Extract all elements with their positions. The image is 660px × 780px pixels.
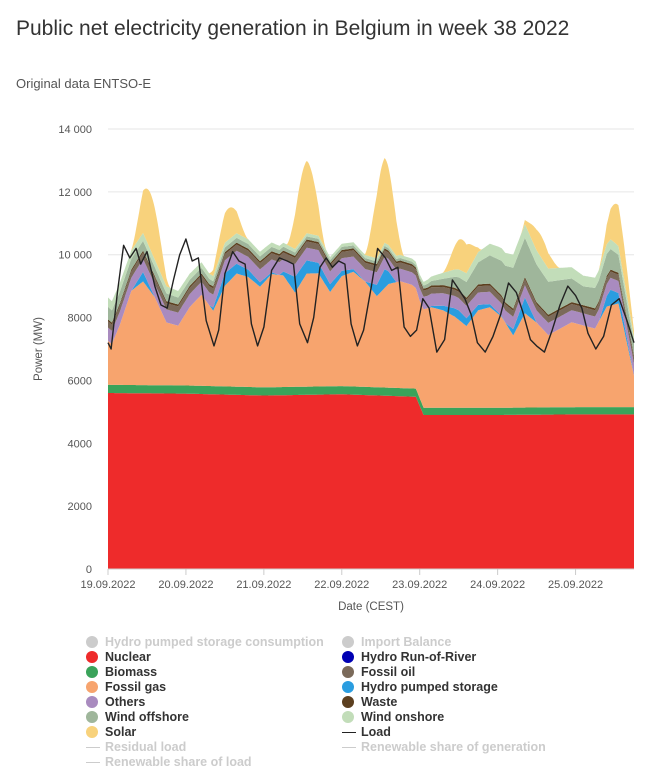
y-axis-title: Power (MW) — [33, 317, 45, 381]
legend-marker-icon — [342, 636, 354, 648]
legend-item-wind-onshore[interactable]: Wind onshore — [342, 710, 444, 725]
chart-subtitle: Original data ENTSO-E — [16, 76, 152, 91]
y-tick-label: 10 000 — [58, 250, 92, 262]
legend-label: Fossil oil — [361, 665, 416, 679]
legend-marker-icon — [342, 681, 354, 693]
legend-label: Residual load — [105, 740, 187, 754]
legend-marker-icon — [86, 726, 98, 738]
legend-label: Hydro pumped storage — [361, 680, 498, 694]
legend-marker-icon — [86, 651, 98, 663]
x-tick-label: 21.09.2022 — [236, 579, 291, 591]
legend-item-fossil-oil[interactable]: Fossil oil — [342, 665, 415, 680]
legend-marker-icon — [86, 762, 100, 763]
legend-marker-icon — [342, 732, 356, 733]
y-tick-label: 12 000 — [58, 187, 92, 199]
area-fossil-oil — [108, 241, 634, 364]
legend-label: Solar — [105, 725, 137, 739]
x-tick-label: 23.09.2022 — [392, 579, 447, 591]
legend-item-renewable-share-of-generation[interactable]: Renewable share of generation — [342, 740, 546, 755]
area-hydro-pumped-storage — [108, 260, 634, 376]
chart-svg: 0 2000 4000 6000 8000 10 000 12 000 14 000 19.09… — [33, 124, 635, 613]
legend-item-fossil-gas[interactable]: Fossil gas — [86, 680, 166, 695]
x-tick-label: 24.09.2022 — [470, 579, 525, 591]
x-axis-title: Date (CEST) — [338, 601, 404, 613]
x-tick-label: 19.09.2022 — [80, 579, 135, 591]
y-tick-label: 4000 — [68, 438, 92, 450]
legend-marker-icon — [86, 636, 98, 648]
legend-label: Waste — [361, 695, 398, 709]
legend-label: Load — [361, 725, 391, 739]
chart-title: Public net electricity generation in Bel… — [16, 17, 570, 40]
legend-marker-icon — [342, 666, 354, 678]
legend-item-hydro-run-of-river[interactable]: Hydro Run-of-River — [342, 650, 476, 665]
legend-marker-icon — [86, 696, 98, 708]
legend-item-solar[interactable]: Solar — [86, 725, 136, 740]
legend-item-others[interactable]: Others — [86, 695, 145, 710]
area-nuclear — [108, 393, 634, 569]
legend-item-import-balance[interactable]: Import Balance — [342, 635, 451, 650]
area-solar — [108, 158, 634, 337]
x-tick-label: 25.09.2022 — [548, 579, 603, 591]
legend-marker-icon — [342, 711, 354, 723]
legend-label: Renewable share of load — [105, 755, 252, 769]
legend-item-load[interactable]: Load — [342, 725, 391, 740]
legend-label: Biomass — [105, 665, 158, 679]
legend-item-waste[interactable]: Waste — [342, 695, 397, 710]
legend-item-residual-load[interactable]: Residual load — [86, 740, 186, 755]
area-waste — [108, 239, 634, 358]
legend-item-hydro-pumped-storage-consumption[interactable]: Hydro pumped storage consumption — [86, 635, 324, 650]
legend-marker-icon — [342, 696, 354, 708]
legend-label: Others — [105, 695, 146, 709]
legend-item-hydro-pumped-storage[interactable]: Hydro pumped storage — [342, 680, 498, 695]
area-others — [108, 247, 634, 376]
y-tick-label: 8000 — [68, 313, 92, 325]
area-wind-offshore — [108, 236, 634, 356]
area-biomass — [108, 384, 634, 415]
legend-label: Renewable share of generation — [361, 740, 546, 754]
legend-label: Hydro Run-of-River — [361, 650, 477, 664]
legend-label: Fossil gas — [105, 680, 167, 694]
legend-label: Wind onshore — [361, 710, 445, 724]
area-fossil-gas — [108, 271, 634, 408]
y-tick-label: 14 000 — [58, 124, 92, 136]
legend-label: Nuclear — [105, 650, 151, 664]
y-tick-label: 6000 — [68, 375, 92, 387]
legend-item-renewable-share-of-load[interactable]: Renewable share of load — [86, 755, 252, 770]
legend-marker-icon — [86, 711, 98, 723]
legend-label: Hydro pumped storage consumption — [105, 635, 324, 649]
legend-marker-icon — [86, 747, 100, 748]
x-tick-label: 22.09.2022 — [314, 579, 369, 591]
y-tick-label: 2000 — [68, 501, 92, 513]
legend-item-wind-offshore[interactable]: Wind offshore — [86, 710, 189, 725]
legend-item-nuclear[interactable]: Nuclear — [86, 650, 151, 665]
area-wind-onshore — [108, 224, 634, 343]
legend-marker-icon — [86, 666, 98, 678]
y-tick-label: 0 — [86, 564, 92, 576]
legend-marker-icon — [342, 651, 354, 663]
legend-marker-icon — [86, 681, 98, 693]
x-tick-label: 20.09.2022 — [158, 579, 213, 591]
legend-marker-icon — [342, 747, 356, 748]
legend-label: Wind offshore — [105, 710, 189, 724]
legend-item-biomass[interactable]: Biomass — [86, 665, 157, 680]
line-load — [107, 238, 635, 353]
legend-label: Import Balance — [361, 635, 452, 649]
